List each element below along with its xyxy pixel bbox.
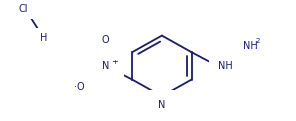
Text: N: N bbox=[102, 61, 109, 71]
Text: O: O bbox=[102, 35, 109, 45]
Text: NH: NH bbox=[243, 41, 258, 51]
Text: NH: NH bbox=[218, 61, 233, 71]
Text: N: N bbox=[158, 100, 165, 110]
Text: H: H bbox=[40, 33, 47, 43]
Text: 2: 2 bbox=[256, 38, 260, 44]
Text: Cl: Cl bbox=[19, 4, 28, 14]
Text: ·O: ·O bbox=[74, 82, 85, 92]
Text: +: + bbox=[111, 57, 118, 66]
